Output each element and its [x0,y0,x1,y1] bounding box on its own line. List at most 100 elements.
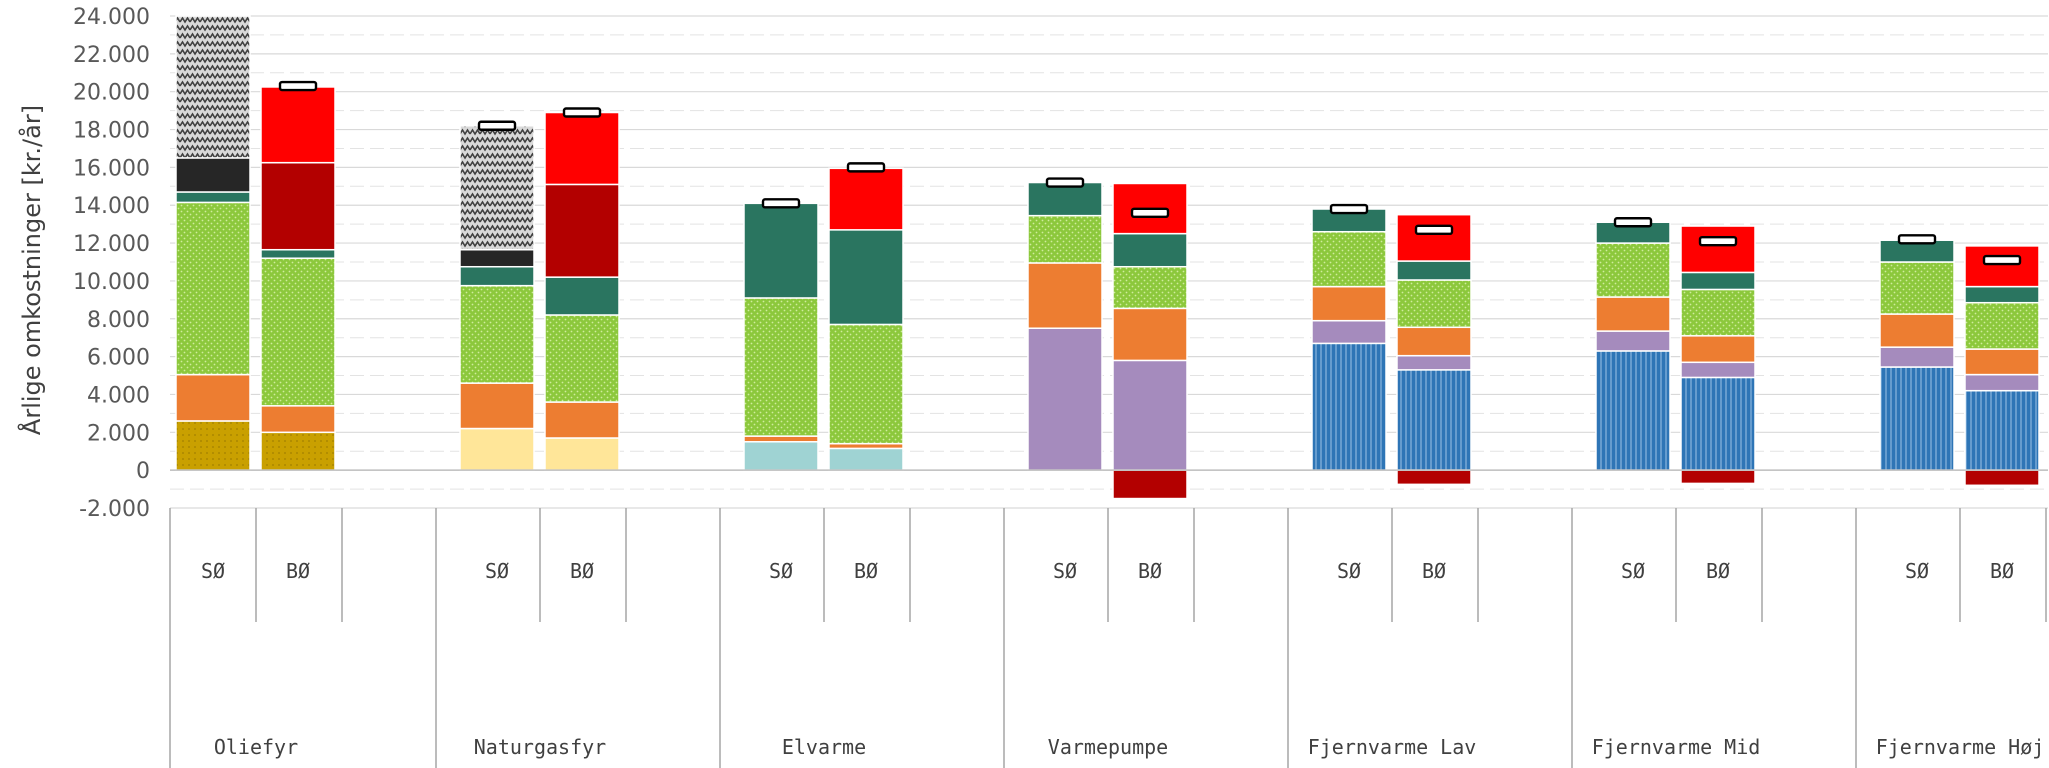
bar-segment-fuel_oil [175,420,251,471]
bar-segment-purple [1311,319,1387,345]
x-group-label: Naturgasfyr [474,735,606,759]
bar-segment-green [1595,242,1671,298]
bar-segment-orange [175,373,251,422]
bar-segment-dark_red [260,161,336,251]
bar-segment-orange [1964,348,2040,376]
bar-segment-electricity [828,447,904,471]
bar-segment-red [260,86,336,164]
total-marker [1329,203,1369,215]
y-tick-label: 0 [136,459,150,484]
bar-segment-dark_red [1112,469,1188,500]
total-marker [278,80,318,92]
y-axis: -2.000 0 2.000 4.000 6.000 8.000 10.000 12.000 1… [73,5,150,522]
bar-segment-red [1680,225,1756,274]
x-tick-label: SØ [769,559,793,583]
bar-segment-red [1964,245,2040,288]
total-marker [1698,235,1738,247]
bar-segment-purple [1396,354,1472,371]
y-tick-label: 20.000 [73,81,150,106]
total-marker [1045,177,1085,188]
x-tick-label: SØ [1053,559,1077,583]
bar-segment-dark_red [1964,469,2040,487]
bar-segment-green [1396,279,1472,329]
y-tick-label: 22.000 [73,43,150,68]
bar-segment-green [1964,301,2040,350]
bar-segment-teal [1396,260,1472,281]
y-tick-label: 4.000 [87,383,150,408]
bars [175,15,2040,500]
x-tick-label: BØ [1990,559,2014,583]
y-tick-label: 18.000 [73,119,150,144]
bar-segment-heat_pump [1027,327,1103,471]
total-marker [562,107,602,118]
bar-segment-green [459,284,535,384]
bar-segment-teal [1964,285,2040,304]
bar-segment-orange [1311,285,1387,322]
y-tick-label: 6.000 [87,346,150,371]
x-tick-label: BØ [286,559,310,583]
y-tick-label: 14.000 [73,194,150,219]
bar-segment-electricity [743,441,819,471]
total-marker [1613,217,1653,228]
x-tick-label: SØ [1621,559,1645,583]
bar-segment-dark_red [544,183,620,278]
bar-segment-orange [459,382,535,430]
bar-segment-red [544,111,620,186]
bar-segment-green [828,323,904,445]
bar-segment-green [1311,230,1387,288]
y-tick-label: 2.000 [87,421,150,446]
bar-segment-teal [175,191,251,204]
bar-segment-teal [1680,271,1756,291]
total-markers [278,80,2022,266]
y-tick-label: 10.000 [73,270,150,295]
x-tick-label: SØ [1337,559,1361,583]
bar-segment-dark_red [1396,469,1472,486]
bar-segment-orange [1112,307,1188,362]
total-marker [761,198,801,209]
bar-segment-teal [260,248,336,259]
x-tick-label: BØ [1138,559,1162,583]
bar-segment-green [1027,214,1103,264]
bar-segment-green [1112,265,1188,310]
x-group-label: Fjernvarme Mid [1592,735,1761,759]
bar-segment-teal [459,265,535,287]
bar-segment-green [544,314,620,403]
total-marker [477,120,517,131]
bar-segment-black [175,157,251,193]
bar-segment-hatched [459,125,535,251]
y-axis-label: Årlige omkostninger [kr./år] [17,105,46,435]
x-tick-label: BØ [1422,559,1446,583]
bar-segment-teal [1027,181,1103,217]
bar-segment-orange [1595,296,1671,332]
x-tick-label: SØ [201,559,225,583]
bar-segment-purple [1879,346,1955,368]
bar-segment-red [828,167,904,231]
bar-segment-teal [1112,232,1188,268]
bar-segment-purple [1595,330,1671,352]
x-tick-label: BØ [570,559,594,583]
bar-segment-district_heating [1311,342,1387,471]
bar-segment-orange [1027,262,1103,329]
y-tick-label: 16.000 [73,156,150,181]
y-tick-label: 12.000 [73,232,150,257]
bar-segment-orange [1396,326,1472,357]
y-tick-label: -2.000 [79,497,150,522]
x-tick-label: BØ [1706,559,1730,583]
x-group-label: Fjernvarme Lav [1308,735,1477,759]
x-group-label: Fjernvarme Høj [1876,735,2045,759]
bar-segment-orange [1680,335,1756,364]
bar-segment-district_heating [1595,350,1671,471]
bar-segment-orange [544,401,620,439]
bar-segment-district_heating [1680,376,1756,471]
bar-segment-green [743,297,819,437]
bar-segment-orange [1879,313,1955,348]
bar-segment-dark_red [1680,469,1756,485]
bar-segment-green [1680,288,1756,337]
bar-segment-fuel_oil [260,431,336,471]
bar-segment-hatched [175,15,251,159]
total-marker [1130,207,1170,219]
x-tick-label: SØ [1905,559,1929,583]
bar-segment-black [459,248,535,268]
